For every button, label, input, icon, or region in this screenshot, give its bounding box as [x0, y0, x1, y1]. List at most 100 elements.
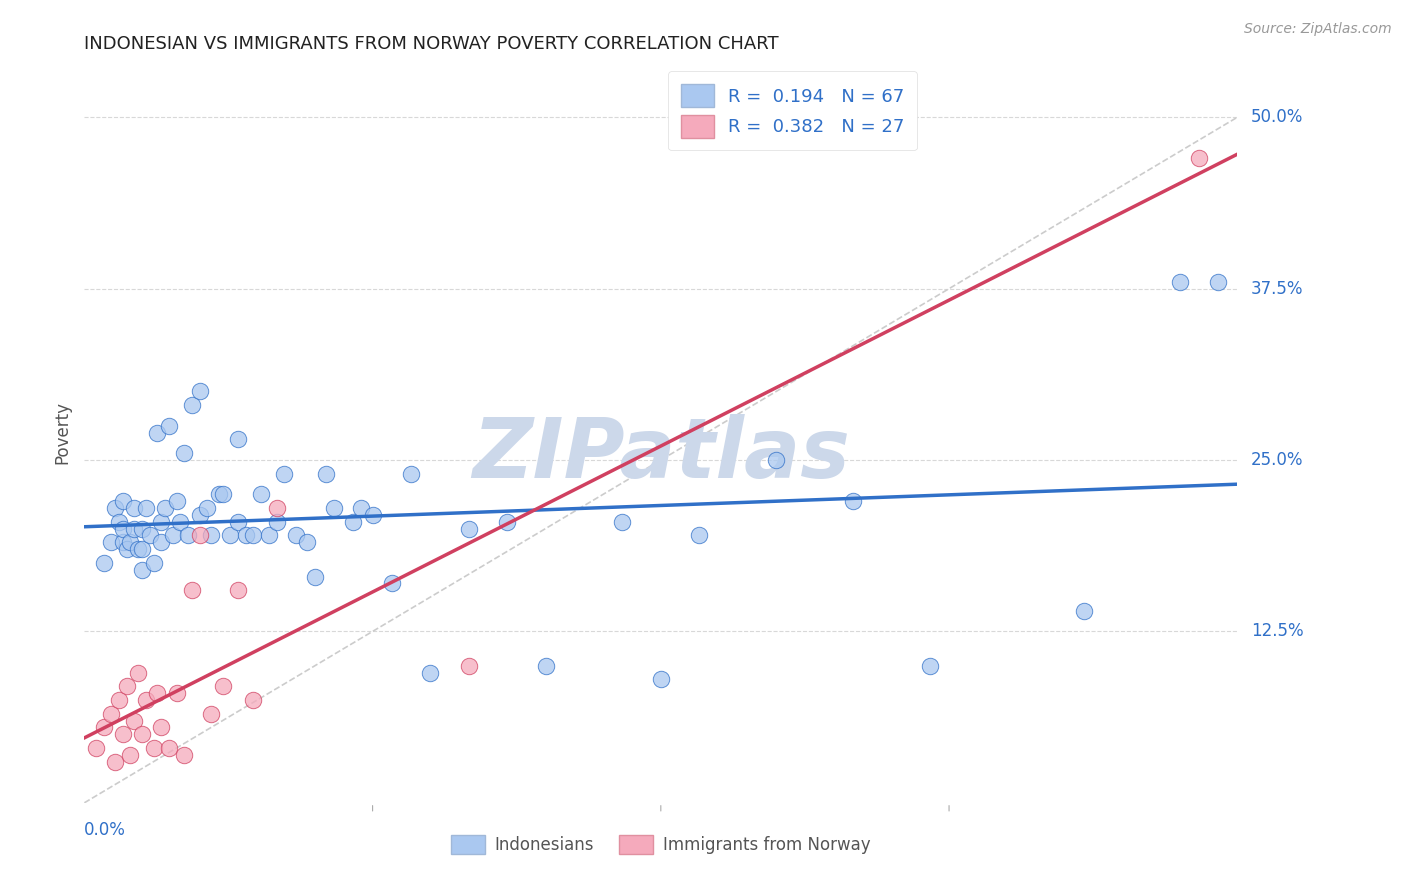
- Point: [93, 556, 115, 570]
- Point: [284, 528, 307, 542]
- Point: [131, 522, 153, 536]
- Point: [135, 693, 157, 707]
- Point: [219, 528, 242, 542]
- Text: 37.5%: 37.5%: [1251, 280, 1303, 298]
- Point: [1168, 275, 1191, 289]
- Text: 50.0%: 50.0%: [1251, 108, 1303, 127]
- Point: [115, 542, 138, 557]
- Point: [162, 528, 184, 542]
- Point: [100, 706, 122, 721]
- Point: [108, 693, 131, 707]
- Point: [361, 508, 384, 522]
- Point: [146, 425, 169, 440]
- Point: [419, 665, 441, 680]
- Point: [1188, 152, 1211, 166]
- Point: [188, 528, 211, 542]
- Point: [211, 679, 233, 693]
- Point: [226, 515, 249, 529]
- Text: ZIPatlas: ZIPatlas: [472, 414, 849, 495]
- Point: [173, 747, 195, 762]
- Point: [266, 501, 288, 516]
- Point: [226, 433, 249, 447]
- Point: [124, 522, 146, 536]
- Point: [918, 658, 941, 673]
- Point: [242, 528, 264, 542]
- Y-axis label: Poverty: Poverty: [53, 401, 72, 464]
- Point: [211, 487, 233, 501]
- Point: [111, 535, 134, 549]
- Point: [111, 494, 134, 508]
- Point: [688, 528, 710, 542]
- Point: [195, 501, 218, 516]
- Legend: Indonesians, Immigrants from Norway: Indonesians, Immigrants from Norway: [444, 829, 877, 861]
- Point: [534, 658, 557, 673]
- Point: [166, 494, 188, 508]
- Point: [124, 501, 146, 516]
- Text: 0.0%: 0.0%: [84, 822, 127, 839]
- Point: [84, 741, 107, 756]
- Point: [381, 576, 404, 591]
- Text: 25.0%: 25.0%: [1251, 451, 1303, 469]
- Point: [150, 720, 173, 734]
- Point: [157, 418, 180, 433]
- Point: [181, 398, 204, 412]
- Point: [150, 535, 173, 549]
- Point: [181, 583, 204, 598]
- Point: [153, 501, 176, 516]
- Point: [250, 487, 273, 501]
- Point: [104, 501, 127, 516]
- Point: [304, 569, 326, 583]
- Point: [138, 528, 160, 542]
- Point: [342, 515, 364, 529]
- Point: [200, 706, 222, 721]
- Point: [457, 522, 479, 536]
- Point: [111, 727, 134, 741]
- Point: [188, 508, 211, 522]
- Point: [111, 522, 134, 536]
- Point: [266, 515, 288, 529]
- Point: [146, 686, 169, 700]
- Point: [496, 515, 519, 529]
- Point: [650, 673, 672, 687]
- Point: [115, 679, 138, 693]
- Point: [166, 686, 188, 700]
- Text: INDONESIAN VS IMMIGRANTS FROM NORWAY POVERTY CORRELATION CHART: INDONESIAN VS IMMIGRANTS FROM NORWAY POV…: [84, 35, 779, 53]
- Point: [127, 665, 149, 680]
- Point: [108, 515, 131, 529]
- Point: [1206, 275, 1229, 289]
- Point: [235, 528, 257, 542]
- Point: [273, 467, 295, 481]
- Point: [208, 487, 231, 501]
- Text: 12.5%: 12.5%: [1251, 623, 1303, 640]
- Point: [323, 501, 346, 516]
- Point: [297, 535, 319, 549]
- Point: [242, 693, 264, 707]
- Point: [842, 494, 865, 508]
- Point: [142, 556, 165, 570]
- Point: [120, 535, 142, 549]
- Point: [765, 453, 787, 467]
- Point: [1073, 604, 1095, 618]
- Point: [124, 714, 146, 728]
- Point: [177, 528, 200, 542]
- Point: [120, 747, 142, 762]
- Point: [100, 535, 122, 549]
- Point: [350, 501, 373, 516]
- Point: [399, 467, 422, 481]
- Point: [93, 720, 115, 734]
- Point: [188, 384, 211, 399]
- Point: [127, 542, 149, 557]
- Point: [131, 542, 153, 557]
- Point: [200, 528, 222, 542]
- Point: [150, 515, 173, 529]
- Point: [226, 583, 249, 598]
- Point: [173, 446, 195, 460]
- Text: Source: ZipAtlas.com: Source: ZipAtlas.com: [1244, 22, 1392, 37]
- Point: [257, 528, 280, 542]
- Point: [131, 563, 153, 577]
- Point: [142, 741, 165, 756]
- Point: [157, 741, 180, 756]
- Point: [612, 515, 634, 529]
- Point: [457, 658, 479, 673]
- Point: [169, 515, 191, 529]
